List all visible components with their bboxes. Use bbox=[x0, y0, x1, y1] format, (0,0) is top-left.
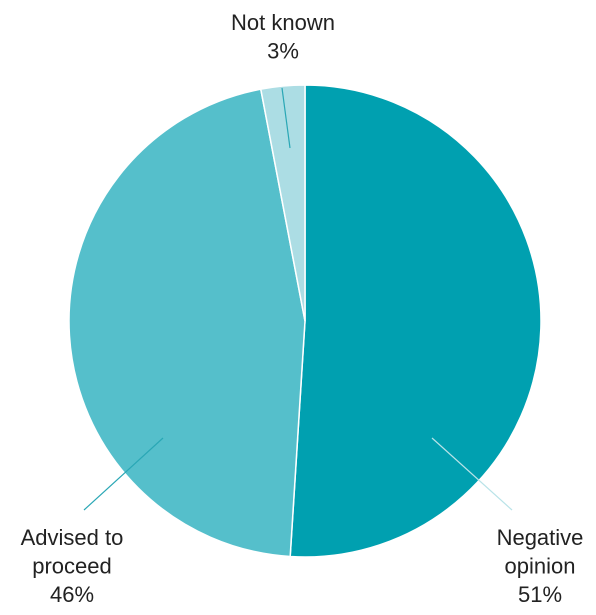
leader-line-1 bbox=[83, 437, 164, 511]
leader-line-0 bbox=[431, 437, 513, 511]
slice-percent-label: 46% bbox=[50, 582, 94, 607]
slice-name-line: Not known bbox=[231, 10, 335, 35]
slice-percent-label: 51% bbox=[518, 582, 562, 607]
pie-slice-2 bbox=[259, 84, 306, 322]
slice-name-line: proceed bbox=[32, 554, 112, 579]
slice-name-line: Negative bbox=[497, 525, 584, 550]
pie-slice-0 bbox=[289, 84, 542, 558]
pie-slice-1 bbox=[68, 88, 306, 558]
slice-label-0: Negative opinion 51% bbox=[497, 525, 584, 607]
slice-label-2: Not known 3% bbox=[231, 10, 335, 64]
slice-name-line: opinion bbox=[505, 554, 576, 579]
leader-line-2 bbox=[281, 87, 291, 149]
slice-name-line: Advised to bbox=[21, 525, 124, 550]
slice-label-1: Advised to proceed 46% bbox=[21, 525, 124, 607]
slice-percent-label: 3% bbox=[267, 39, 299, 64]
